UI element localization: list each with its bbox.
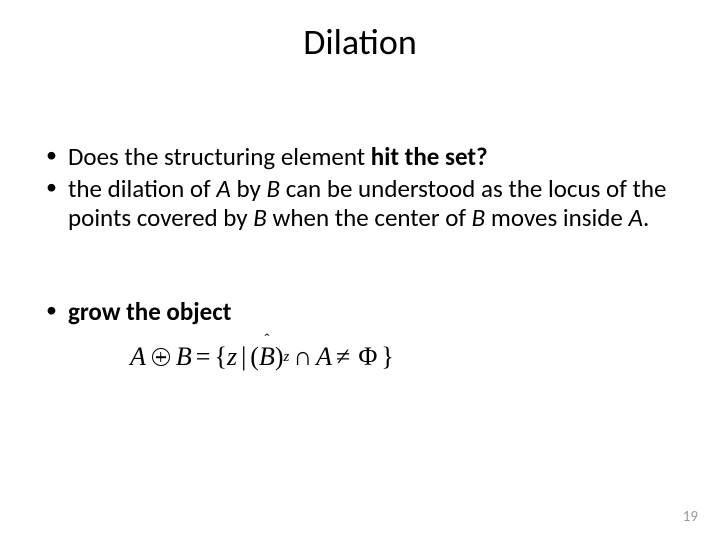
bullet-1: Does the structuring element hit the set… [44, 142, 676, 172]
slide-title: Dilation [44, 20, 676, 64]
eq-Bhat: ˆ B [259, 342, 275, 372]
bullet-2-end: . [643, 202, 649, 233]
bullet-2-mid1: by [231, 173, 267, 204]
eq-z: z [227, 342, 237, 372]
bullet-2-mid4: moves inside [485, 202, 628, 233]
bullet-2-mid3: when the center of [267, 202, 472, 233]
eq-sub-z: z [284, 349, 290, 366]
eq-cap: ∩ [293, 342, 312, 372]
eq-rparen: ) [275, 342, 284, 372]
eq-neq: ≠ [336, 342, 350, 372]
eq-lbrace: { [214, 342, 226, 372]
bullet-3-text: grow the object [68, 296, 231, 327]
equation: A B = { z | ( ˆ B ) z ∩ A ≠ Φ } [130, 342, 460, 372]
bullet-1-text: Does the structuring element [68, 141, 371, 172]
bullet-2-A: A [216, 173, 230, 204]
equation-body: A B = { z | ( ˆ B ) z ∩ A ≠ Φ } [130, 342, 460, 372]
eq-A: A [130, 342, 146, 372]
bullet-2-B: B [266, 173, 280, 204]
slide: Dilation Does the structuring element hi… [0, 0, 720, 540]
bullet-2: the dilation of A by B can be understood… [44, 174, 676, 233]
eq-A2: A [316, 342, 332, 372]
bullet-2-B2: B [253, 202, 267, 233]
bullet-2-B3: B [472, 202, 486, 233]
eq-lparen: ( [250, 342, 259, 372]
bullet-list-2: grow the object [44, 297, 676, 327]
bullet-3: grow the object [44, 297, 676, 327]
eq-B: B [176, 342, 192, 372]
hat-icon: ˆ [264, 332, 269, 349]
bullet-1-bold: hit the set? [371, 141, 488, 172]
eq-rbrace: } [381, 342, 393, 372]
eq-bar: | [241, 342, 246, 372]
eq-Phi: Φ [358, 342, 377, 372]
bullet-list: Does the structuring element hit the set… [44, 142, 676, 233]
page-number: 19 [683, 508, 698, 526]
eq-equals: = [196, 342, 211, 372]
bullet-2-pre: the dilation of [68, 173, 216, 204]
bullet-2-A2: A [629, 202, 643, 233]
oplus-icon [152, 348, 170, 366]
